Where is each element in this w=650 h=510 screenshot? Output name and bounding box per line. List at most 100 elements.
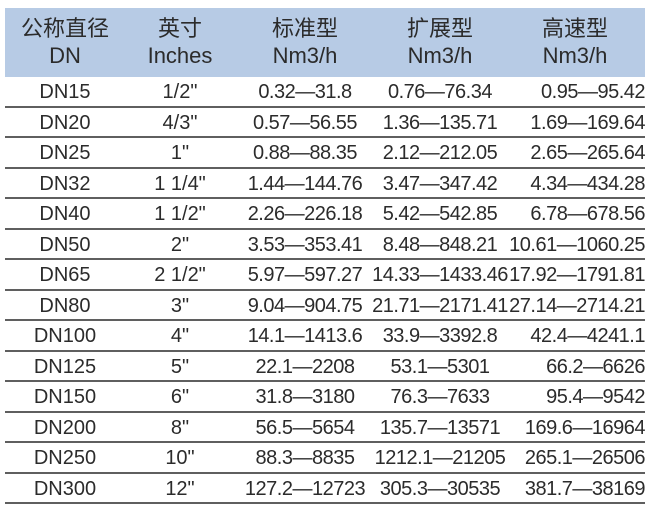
- high-speed-flow-cell: 0.95—95.42: [541, 81, 645, 103]
- table-row: DN300 12" 127.2—12723 305.3—30535 381.7—3816…: [5, 474, 646, 504]
- header-high-speed: 高速型 Nm3/h: [505, 8, 645, 77]
- header-unit: Nm3/h: [542, 43, 608, 68]
- high-speed-flow-cell: 27.14—2714.21: [509, 294, 645, 317]
- standard-flow-cell: 2.26—226.18: [247, 203, 363, 225]
- high-speed-flow-cell: 42.4—4241.1: [530, 325, 645, 347]
- table-row: DN65 2 1/2" 5.97—597.27 14.33—1433.46 17.92—…: [5, 260, 646, 291]
- inches-cell: 6": [170, 386, 190, 408]
- extended-flow-cell: 305.3—30535: [379, 477, 501, 500]
- inches-cell: 4": [170, 325, 190, 347]
- standard-flow-cell: 88.3—8835: [255, 447, 355, 469]
- header-standard: 标准型 Nm3/h: [235, 8, 375, 77]
- standard-flow-cell: 14.1—1413.6: [247, 325, 363, 347]
- table-body: DN15 1/2" 0.32—31.8 0.76—76.34 0.95—95.42 DN2…: [5, 77, 646, 504]
- dn-cell: DN150: [33, 386, 97, 408]
- inches-cell: 3": [170, 294, 190, 317]
- standard-flow-cell: 9.04—904.75: [247, 294, 363, 317]
- extended-flow-cell: 5.42—542.85: [382, 203, 498, 225]
- high-speed-flow-cell: 2.65—265.64: [530, 142, 645, 164]
- table-row: DN80 3" 9.04—904.75 21.71—2171.41 27.14—2714…: [5, 291, 646, 321]
- header-unit: Nm3/h: [272, 43, 338, 68]
- inches-cell: 2": [170, 233, 190, 256]
- standard-flow-cell: 5.97—597.27: [247, 264, 363, 286]
- table-row: DN150 6" 31.8—3180 76.3—7633 95.4—9542: [5, 382, 646, 413]
- high-speed-flow-cell: 10.61—1060.25: [509, 233, 645, 256]
- header-extended: 扩展型 Nm3/h: [370, 8, 510, 77]
- header-label: 高速型: [541, 16, 608, 41]
- extended-flow-cell: 76.3—7633: [390, 386, 490, 408]
- high-speed-flow-cell: 66.2—6626: [546, 355, 645, 378]
- header-label: 扩展型: [406, 16, 473, 41]
- dn-cell: DN15: [39, 81, 91, 103]
- high-speed-flow-cell: 6.78—678.56: [530, 203, 645, 225]
- extended-flow-cell: 2.12—212.05: [382, 142, 498, 164]
- extended-flow-cell: 135.7—13571: [379, 416, 501, 439]
- inches-cell: 1": [170, 142, 190, 164]
- dn-cell: DN250: [33, 447, 97, 469]
- high-speed-flow-cell: 95.4—9542: [546, 386, 645, 408]
- table-header: 公称直径 DN 英寸 Inches 标准型 Nm3/h 扩展型 Nm3/h 高速…: [5, 8, 645, 77]
- dn-cell: DN300: [33, 477, 97, 500]
- inches-cell: 2 1/2": [154, 264, 206, 286]
- extended-flow-cell: 3.47—347.42: [382, 172, 498, 195]
- table-row: DN32 1 1/4" 1.44—144.76 3.47—347.42 4.34—434…: [5, 169, 646, 199]
- dn-cell: DN125: [33, 355, 97, 378]
- standard-flow-cell: 0.88—88.35: [253, 142, 357, 164]
- extended-flow-cell: 14.33—1433.46: [372, 264, 508, 286]
- dn-cell: DN25: [39, 142, 91, 164]
- table-row: DN200 8" 56.5—5654 135.7—13571 169.6—16964: [5, 413, 646, 443]
- standard-flow-cell: 1.44—144.76: [247, 172, 363, 195]
- dn-cell: DN100: [33, 325, 97, 347]
- high-speed-flow-cell: 17.92—1791.81: [509, 264, 645, 286]
- dn-cell: DN50: [39, 233, 91, 256]
- inches-cell: 1 1/4": [154, 172, 206, 195]
- header-inches: 英寸 Inches: [125, 8, 235, 77]
- inches-cell: 1 1/2": [154, 203, 206, 225]
- standard-flow-cell: 22.1—2208: [255, 355, 355, 378]
- inches-cell: 1/2": [162, 81, 198, 103]
- header-nominal-diameter: 公称直径 DN: [5, 8, 125, 77]
- standard-flow-cell: 56.5—5654: [255, 416, 355, 439]
- header-unit: Nm3/h: [407, 43, 473, 68]
- extended-flow-cell: 53.1—5301: [390, 355, 490, 378]
- extended-flow-cell: 8.48—848.21: [382, 233, 498, 256]
- header-label: 公称直径: [20, 16, 109, 41]
- header-label: 英寸: [157, 16, 202, 41]
- extended-flow-cell: 33.9—3392.8: [382, 325, 498, 347]
- table-row: DN20 4/3" 0.57—56.55 1.36—135.71 1.69—169.64: [5, 108, 646, 138]
- table-row: DN15 1/2" 0.32—31.8 0.76—76.34 0.95—95.42: [5, 77, 646, 108]
- header-unit: Inches: [147, 43, 213, 68]
- high-speed-flow-cell: 1.69—169.64: [530, 111, 645, 134]
- standard-flow-cell: 0.32—31.8: [258, 81, 352, 103]
- table-row: DN100 4" 14.1—1413.6 33.9—3392.8 42.4—4241.1: [5, 321, 646, 352]
- table-row: DN125 5" 22.1—2208 53.1—5301 66.2—6626: [5, 352, 646, 382]
- extended-flow-cell: 0.76—76.34: [388, 81, 492, 103]
- dn-cell: DN65: [39, 264, 91, 286]
- extended-flow-cell: 1212.1—21205: [374, 447, 506, 469]
- dn-cell: DN20: [39, 111, 91, 134]
- table-row: DN250 10" 88.3—8835 1212.1—21205 265.1—26506: [5, 443, 646, 474]
- high-speed-flow-cell: 381.7—38169: [524, 477, 646, 500]
- header-unit: DN: [49, 43, 81, 68]
- standard-flow-cell: 31.8—3180: [255, 386, 355, 408]
- dn-cell: DN200: [33, 416, 97, 439]
- extended-flow-cell: 21.71—2171.41: [372, 294, 508, 317]
- inches-cell: 12": [165, 477, 195, 500]
- table-row: DN25 1" 0.88—88.35 2.12—212.05 2.65—265.64: [5, 138, 646, 169]
- inches-cell: 10": [165, 447, 195, 469]
- standard-flow-cell: 127.2—12723: [244, 477, 366, 500]
- high-speed-flow-cell: 169.6—16964: [524, 416, 646, 439]
- high-speed-flow-cell: 265.1—26506: [524, 447, 646, 469]
- table-row: DN50 2" 3.53—353.41 8.48—848.21 10.61—1060.2…: [5, 230, 646, 260]
- inches-cell: 4/3": [162, 111, 198, 134]
- standard-flow-cell: 0.57—56.55: [253, 111, 357, 134]
- dn-cell: DN40: [39, 203, 91, 225]
- dn-cell: DN80: [39, 294, 91, 317]
- inches-cell: 8": [170, 416, 190, 439]
- high-speed-flow-cell: 4.34—434.28: [530, 172, 645, 195]
- dn-cell: DN32: [39, 172, 91, 195]
- extended-flow-cell: 1.36—135.71: [382, 111, 498, 134]
- header-label: 标准型: [271, 16, 338, 41]
- standard-flow-cell: 3.53—353.41: [247, 233, 363, 256]
- inches-cell: 5": [170, 355, 190, 378]
